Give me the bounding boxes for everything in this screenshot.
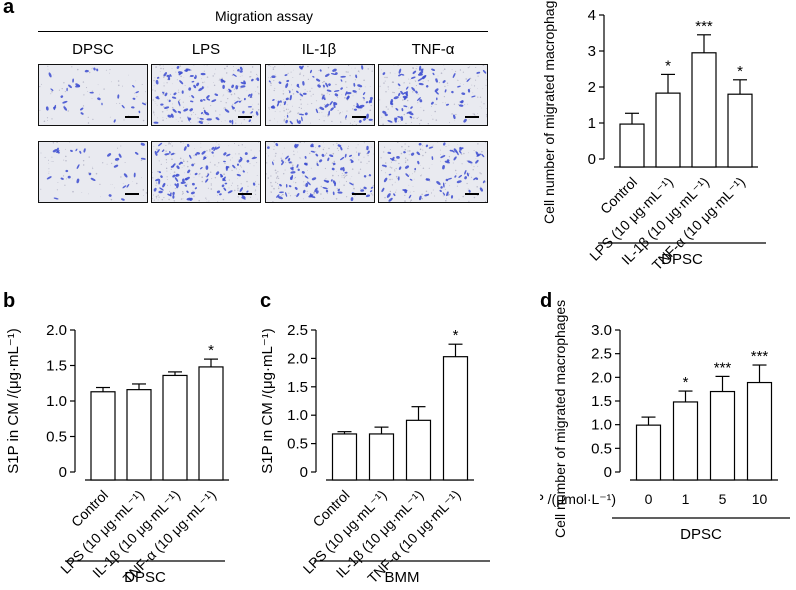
bar-3: [442, 356, 469, 481]
micrograph-dpsc-1: [38, 64, 148, 126]
y-tick-label: 1.5: [287, 379, 308, 396]
panel-letter-b: b: [3, 290, 16, 312]
bar-0: [635, 424, 662, 481]
chart-panel-d: 0 0.5 1.0 1.5 2.0 2.5 3.0 Cell number of migrat…: [540, 300, 790, 543]
micrograph-tnfa-1: [378, 64, 488, 126]
y-tick-label: 1.0: [46, 393, 67, 410]
assay-title-underline: [38, 31, 488, 32]
group-label: BMM: [385, 569, 420, 586]
assay-title: Migration assay: [214, 8, 314, 24]
bar-1: [672, 401, 699, 481]
bar-0: [90, 391, 116, 481]
y-tick-label: 0: [588, 151, 596, 168]
y-axis-title: S1P in CM /(μg·mL⁻¹): [262, 328, 276, 473]
y-tick-label: 1.0: [591, 417, 612, 434]
y-tick-label: 2.0: [46, 322, 67, 339]
y-tick-label: 1.5: [591, 393, 612, 410]
y-tick-label: 1.5: [46, 358, 67, 375]
bar-2: [691, 52, 717, 168]
y-tick-label: 2.0: [591, 369, 612, 386]
category-label-0: 0: [645, 491, 653, 507]
y-axis-title: Cell number of migrated macrophages (fol…: [541, 0, 557, 224]
panel-letter-c: c: [260, 290, 272, 312]
group-label: DPSC: [680, 526, 722, 543]
y-tick-label: 0: [300, 464, 308, 481]
condition-label-tnfa: TNF-α: [411, 41, 455, 58]
y-axis-title: Cell number of migrated macrophages (fol…: [552, 300, 568, 538]
group-label: DPSC: [124, 569, 166, 586]
y-tick-label: 3.0: [591, 322, 612, 339]
significance-mark-2: ***: [714, 359, 732, 376]
y-axis-title: S1P in CM /(μg·mL⁻¹): [5, 328, 22, 473]
micrograph-lps-1: [151, 64, 261, 126]
y-tick-label: 1.0: [287, 407, 308, 424]
significance-mark-1: *: [683, 374, 689, 391]
bar-2: [405, 419, 432, 481]
category-label-2: 5: [719, 491, 727, 507]
y-tick-label: 4: [588, 7, 596, 24]
micrograph-il1b-2: [265, 141, 375, 203]
condition-label-dpsc: DPSC: [72, 41, 114, 58]
bar-0: [331, 433, 358, 481]
bar-3: [198, 366, 224, 481]
condition-label-lps: LPS: [191, 41, 221, 58]
bar-1: [368, 433, 395, 481]
y-tick-label: 3: [588, 43, 596, 60]
y-tick-label: 2.5: [287, 322, 308, 339]
y-tick-label: 0.5: [287, 436, 308, 453]
significance-mark-3: *: [453, 327, 459, 344]
group-label: DPSC: [661, 251, 703, 268]
significance-mark-1: *: [665, 57, 671, 74]
micrograph-il1b-1: [265, 64, 375, 126]
y-tick-label: 2.0: [287, 350, 308, 367]
x-axis-title: S1P /(μmol·L⁻¹): [540, 491, 616, 507]
y-tick-label: 0: [604, 464, 612, 481]
y-tick-label: 2.5: [591, 346, 612, 363]
bar-3: [746, 381, 773, 481]
chart-panel-a: 0 1 2 3 4 Cell number of migrated macrophages…: [541, 0, 766, 273]
bar-2: [709, 390, 736, 481]
category-label-1: 1: [682, 491, 690, 507]
bar-3: [727, 93, 753, 168]
y-tick-label: 0.5: [591, 440, 612, 457]
bar-0: [619, 123, 645, 168]
y-tick-label: 0: [59, 464, 67, 481]
panel-letter-d: d: [540, 290, 553, 312]
condition-label-il1b: IL-1β: [301, 41, 337, 58]
significance-mark-2: ***: [695, 18, 713, 35]
panel-letter-a: a: [3, 0, 15, 18]
micrograph-lps-2: [151, 141, 261, 203]
category-label-3: 10: [752, 491, 768, 507]
micrograph-dpsc-2: [38, 141, 148, 203]
significance-mark-3: *: [208, 342, 214, 359]
bar-1: [655, 92, 681, 168]
y-tick-label: 2: [588, 79, 596, 96]
significance-mark-3: *: [737, 63, 743, 80]
bar-2: [162, 374, 188, 481]
micrograph-tnfa-2: [378, 141, 488, 203]
bar-1: [126, 389, 152, 481]
y-tick-label: 0.5: [46, 429, 67, 446]
y-tick-label: 1: [588, 115, 596, 132]
significance-mark-3: ***: [751, 348, 769, 365]
